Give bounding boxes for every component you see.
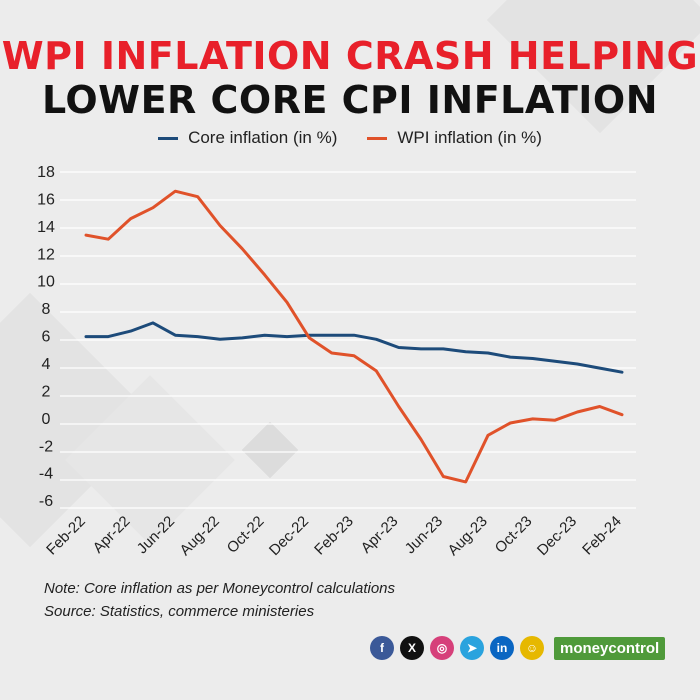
x-tick-label: Oct-23 xyxy=(492,513,536,557)
y-tick-label: 2 xyxy=(42,383,51,400)
x-tick-label: Feb-24 xyxy=(579,513,625,559)
x-tick-label: Feb-23 xyxy=(311,513,357,559)
legend-swatch-wpi xyxy=(367,136,388,140)
legend-item-wpi: WPI inflation (in %) xyxy=(367,128,542,148)
instagram-icon[interactable]: ◎ xyxy=(430,636,454,660)
y-tick-label: 4 xyxy=(42,356,51,373)
y-tick-label: 14 xyxy=(37,219,55,236)
snapchat-icon[interactable]: ☺ xyxy=(520,636,544,660)
source-note: Source: Statistics, commerce ministeries xyxy=(44,603,315,620)
footnote: Note: Core inflation as per Moneycontrol… xyxy=(44,580,396,597)
x-tick-label: Apr-22 xyxy=(90,513,134,557)
y-tick-label: 6 xyxy=(42,329,51,346)
wpi-inflation-line xyxy=(84,189,624,484)
telegram-icon[interactable]: ➤ xyxy=(460,636,484,660)
legend-label-core: Core inflation (in %) xyxy=(188,128,338,147)
social-footer: f X ◎ ➤ in ☺ moneycontrol xyxy=(370,636,666,660)
x-icon[interactable]: X xyxy=(400,636,424,660)
x-tick-label: Jun-23 xyxy=(402,513,446,557)
x-tick-label: Dec-23 xyxy=(534,513,580,559)
x-tick-label: Feb-22 xyxy=(43,513,89,559)
y-tick-label: 12 xyxy=(37,246,55,263)
y-tick-label: -6 xyxy=(39,493,53,510)
x-tick-label: Oct-22 xyxy=(224,513,268,557)
y-tick-label: 8 xyxy=(42,301,51,318)
x-tick-label: Apr-23 xyxy=(358,513,402,557)
chart-title-line1: WPI INFLATION CRASH HELPING xyxy=(1,34,699,78)
legend-item-core: Core inflation (in %) xyxy=(158,128,337,148)
y-tick-label: -2 xyxy=(39,438,53,455)
y-tick-label: -4 xyxy=(39,466,53,483)
y-tick-label: 16 xyxy=(37,191,55,208)
chart-title-line2: LOWER CORE CPI INFLATION xyxy=(41,78,658,122)
legend-swatch-core xyxy=(158,136,179,140)
y-tick-label: 18 xyxy=(37,164,55,181)
brand-logo: moneycontrol xyxy=(554,636,666,660)
core-inflation-line xyxy=(84,321,624,374)
x-tick-label: Jun-22 xyxy=(134,513,178,557)
chart-legend: Core inflation (in %) WPI inflation (in … xyxy=(0,128,700,148)
x-tick-label: Dec-22 xyxy=(266,513,312,559)
facebook-icon[interactable]: f xyxy=(370,636,394,660)
x-tick-label: Aug-22 xyxy=(177,513,223,559)
legend-label-wpi: WPI inflation (in %) xyxy=(397,128,542,147)
x-tick-label: Aug-23 xyxy=(445,513,491,559)
linkedin-icon[interactable]: in xyxy=(490,636,514,660)
y-tick-label: 10 xyxy=(37,274,55,291)
y-tick-label: 0 xyxy=(42,411,51,428)
